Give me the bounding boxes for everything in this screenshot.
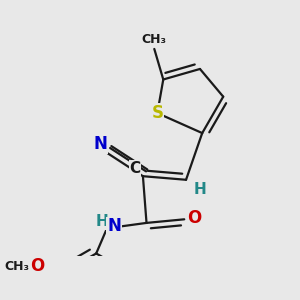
- Text: CH₃: CH₃: [142, 34, 167, 46]
- Text: S: S: [151, 104, 163, 122]
- Text: CH₃: CH₃: [4, 260, 29, 272]
- Text: O: O: [187, 208, 201, 226]
- Text: O: O: [30, 257, 44, 275]
- Text: N: N: [107, 218, 121, 236]
- Text: C: C: [130, 161, 141, 176]
- Text: N: N: [94, 135, 107, 153]
- Text: H: H: [95, 214, 108, 229]
- Text: H: H: [193, 182, 206, 197]
